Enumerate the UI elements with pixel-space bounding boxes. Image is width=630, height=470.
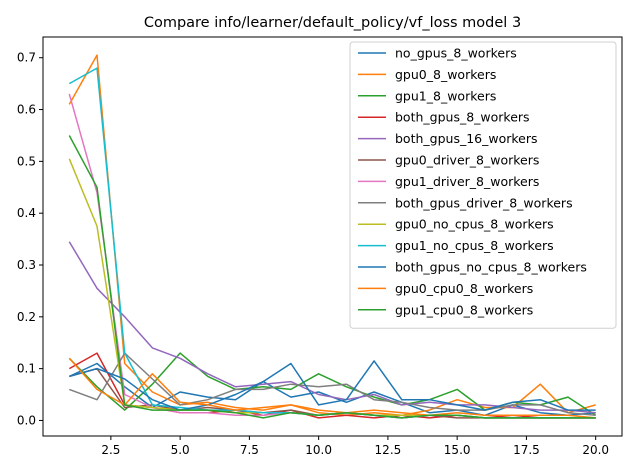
x-tick-label: 2.5 <box>101 443 120 457</box>
legend-label: gpu1_no_cpus_8_workers <box>395 238 554 253</box>
legend-label: gpu1_8_workers <box>395 88 496 103</box>
legend-label: no_gpus_8_workers <box>395 46 517 61</box>
y-tick-label: 0.2 <box>17 310 36 324</box>
series-line-gpu0-cpu0-8-workers <box>68 357 596 419</box>
x-tick-label: 5.0 <box>171 443 190 457</box>
y-tick-label: 0.3 <box>17 258 36 272</box>
y-tick-label: 0.4 <box>17 206 36 220</box>
legend-label: both_gpus_no_cpus_8_workers <box>395 260 587 275</box>
y-tick-label: 0.6 <box>17 103 36 117</box>
legend-label: gpu0_no_cpus_8_workers <box>395 217 554 232</box>
y-tick-label: 0.0 <box>17 413 36 427</box>
x-tick-label: 20.0 <box>582 443 609 457</box>
x-tick-label: 12.5 <box>375 443 402 457</box>
series-line-both-gpus-driver-8-workers <box>69 352 596 417</box>
legend-label: gpu1_driver_8_workers <box>395 174 539 189</box>
legend-label: gpu1_cpu0_8_workers <box>395 302 533 317</box>
legend-label: gpu0_cpu0_8_workers <box>395 281 533 296</box>
legend-label: gpu0_driver_8_workers <box>395 153 539 168</box>
chart-title: Compare info/learner/default_policy/vf_l… <box>144 15 521 31</box>
legend-box <box>349 41 617 329</box>
legend-label: both_gpus_16_workers <box>395 131 538 146</box>
x-tick-label: 15.0 <box>444 443 471 457</box>
y-axis: 0.0 0.1 0.2 0.3 0.4 0.5 0.6 0.7 <box>17 51 43 427</box>
y-tick-label: 0.7 <box>17 51 36 65</box>
x-tick-label: 10.0 <box>305 443 332 457</box>
plot-area-frame <box>42 36 623 437</box>
x-axis: 2.5 5.0 7.5 10.0 12.5 15.0 17.5 20.0 <box>101 436 609 457</box>
series-layer <box>68 54 597 419</box>
legend-label: both_gpus_driver_8_workers <box>395 195 573 210</box>
series-line-gpu1-cpu0-8-workers <box>68 135 596 419</box>
x-tick-label: 7.5 <box>240 443 259 457</box>
series-line-both-gpus-no-cpus-8-workers <box>69 360 596 411</box>
y-tick-label: 0.1 <box>17 362 36 376</box>
y-tick-label: 0.5 <box>17 154 36 168</box>
legend: no_gpus_8_workers gpu0_8_workers gpu1_8_wo… <box>349 41 617 329</box>
legend-label: gpu0_8_workers <box>395 67 496 82</box>
series-line-both-gpus-16-workers <box>68 241 596 414</box>
legend-label: both_gpus_8_workers <box>395 110 530 125</box>
x-tick-label: 17.5 <box>513 443 540 457</box>
